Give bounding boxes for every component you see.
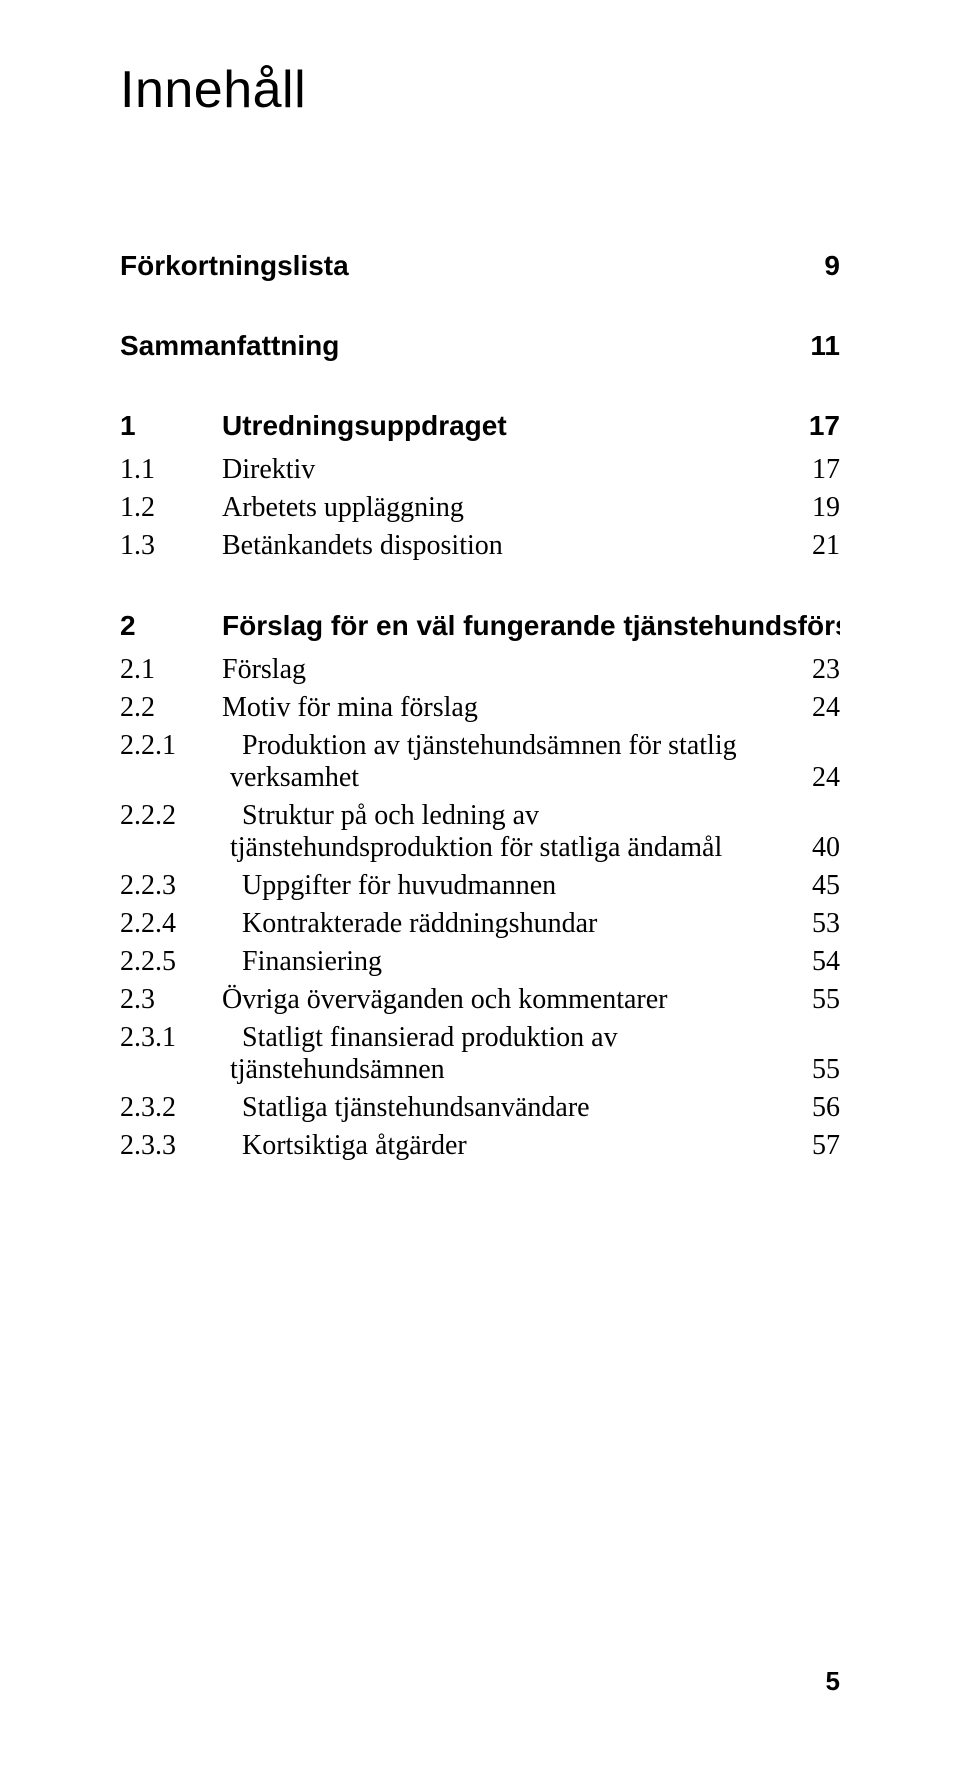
toc-entry: 1.3 Betänkandets disposition 21 (120, 530, 840, 562)
toc-label: Utredningsuppdraget (222, 410, 507, 442)
toc-label: Uppgifter för huvudmannen (242, 870, 556, 902)
toc-label: Betänkandets disposition (222, 530, 503, 562)
toc-page: 9 (824, 250, 840, 282)
toc-entry: 2 Förslag för en väl fungerande tjänsteh… (120, 610, 840, 642)
toc-label-cont: verksamhet (230, 762, 359, 794)
page-number: 5 (826, 1666, 840, 1697)
toc-num: 2.1 (120, 654, 222, 686)
toc-num: 2.3 (120, 984, 222, 1016)
toc-page: 24 (812, 692, 840, 724)
toc-label: Struktur på och ledning av (242, 800, 539, 832)
toc-entry: 2.2.2 Struktur på och ledning av tjänste… (120, 800, 840, 864)
toc-page: 11 (810, 330, 840, 362)
toc-page: 55 (812, 1054, 840, 1086)
toc-num: 2.2 (120, 692, 222, 724)
toc-label: Kontrakterade räddningshundar (242, 908, 597, 940)
toc-page: 45 (812, 870, 840, 902)
toc-entry: 2.2.4 Kontrakterade räddningshundar 53 (120, 908, 840, 940)
toc-entry: 2.2.1 Produktion av tjänstehundsämnen fö… (120, 730, 840, 794)
toc-label: Produktion av tjänstehundsämnen för stat… (242, 730, 737, 762)
toc-num: 2.2.3 (120, 870, 242, 902)
toc-entry: 2.2.3 Uppgifter för huvudmannen 45 (120, 870, 840, 902)
toc-page: 55 (812, 984, 840, 1016)
toc-label: Statliga tjänstehundsanvändare (242, 1092, 590, 1124)
toc-label-cont: tjänstehundsproduktion för statliga ända… (230, 832, 722, 864)
toc-entry: 2.3 Övriga överväganden och kommentarer … (120, 984, 840, 1016)
toc-label: Direktiv (222, 454, 315, 486)
toc-num: 2.2.1 (120, 730, 242, 762)
toc-num: 2.2.4 (120, 908, 242, 940)
toc-entry: 1 Utredningsuppdraget 17 (120, 410, 840, 442)
toc-entry: 2.1 Förslag 23 (120, 654, 840, 686)
toc-num: 2.3.1 (120, 1022, 242, 1054)
toc-page: 19 (812, 492, 840, 524)
toc-label: Sammanfattning (120, 330, 339, 362)
toc-num: 1.2 (120, 492, 222, 524)
toc-num: 2.2.5 (120, 946, 242, 978)
toc-entry: 2.3.3 Kortsiktiga åtgärder 57 (120, 1130, 840, 1162)
toc-label-cont: tjänstehundsämnen (230, 1054, 445, 1086)
toc-page: 24 (812, 762, 840, 794)
toc-num: 2.2.2 (120, 800, 242, 832)
toc-title: Innehåll (120, 60, 840, 120)
toc-page: 23 (812, 654, 840, 686)
toc-page: 53 (812, 908, 840, 940)
toc-label: Förkortningslista (120, 250, 349, 282)
toc-label: Kortsiktiga åtgärder (242, 1130, 467, 1162)
toc-label: Övriga överväganden och kommentarer (222, 984, 667, 1016)
toc-page: 56 (812, 1092, 840, 1124)
toc-num: 1.1 (120, 454, 222, 486)
toc-entry: 2.2.5 Finansiering 54 (120, 946, 840, 978)
toc-entry: Förkortningslista 9 (120, 250, 840, 282)
toc-label: Arbetets uppläggning (222, 492, 464, 524)
toc-num: 1 (120, 410, 222, 442)
toc-entry: 2.3.2 Statliga tjänstehundsanvändare 56 (120, 1092, 840, 1124)
toc-page: 54 (812, 946, 840, 978)
toc-entry: 1.1 Direktiv 17 (120, 454, 840, 486)
toc-page: 17 (812, 454, 840, 486)
toc-page: 40 (812, 832, 840, 864)
toc-num: 2.3.2 (120, 1092, 242, 1124)
toc-entry: 1.2 Arbetets uppläggning 19 (120, 492, 840, 524)
toc-entry: Sammanfattning 11 (120, 330, 840, 362)
toc-page: 57 (812, 1130, 840, 1162)
toc-page: 21 (812, 530, 840, 562)
toc-num: 2.3.3 (120, 1130, 242, 1162)
toc-num: 1.3 (120, 530, 222, 562)
toc-label: Finansiering (242, 946, 382, 978)
toc-page: 17 (809, 410, 840, 442)
toc-label: Förslag för en väl fungerande tjänstehun… (222, 610, 840, 642)
document-page: Innehåll Förkortningslista 9 Sammanfattn… (0, 0, 960, 1767)
toc-entry: 2.3.1 Statligt finansierad produktion av… (120, 1022, 840, 1086)
toc-label: Förslag (222, 654, 306, 686)
toc-label: Statligt finansierad produktion av (242, 1022, 618, 1054)
toc-entry: 2.2 Motiv för mina förslag 24 (120, 692, 840, 724)
toc-num: 2 (120, 610, 222, 642)
toc-label: Motiv för mina förslag (222, 692, 478, 724)
